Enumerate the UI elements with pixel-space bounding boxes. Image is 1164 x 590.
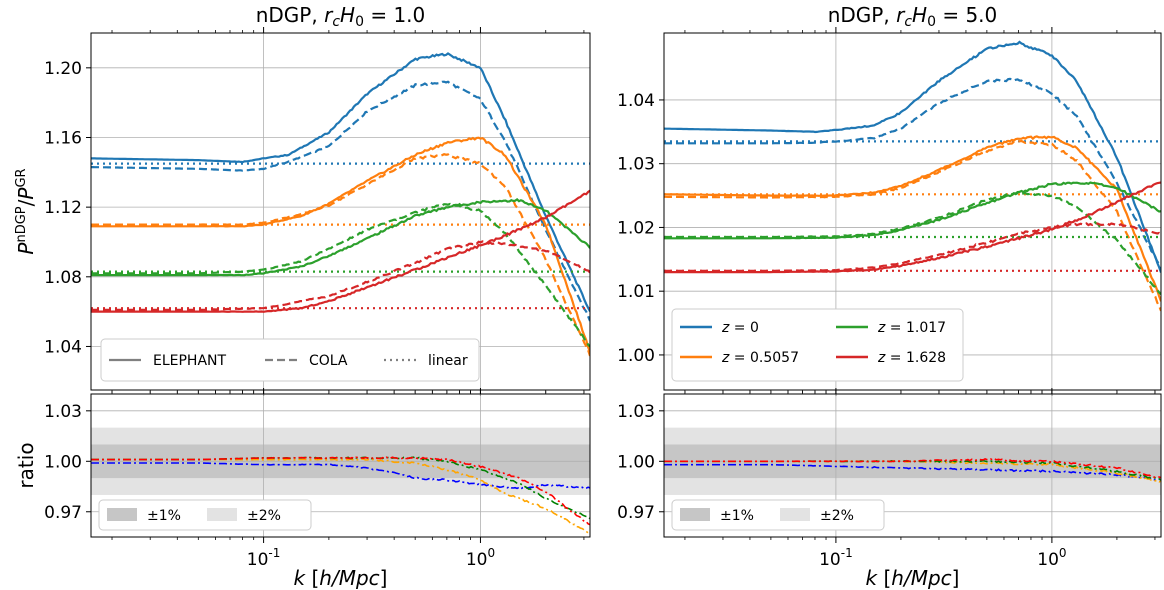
legend-swatch	[680, 508, 710, 521]
axes-frame	[663, 393, 1162, 538]
series-line	[664, 181, 1161, 240]
legend-label: ELEPHANT	[153, 353, 227, 369]
axes-frame	[663, 32, 1162, 391]
y-tick-label: 1.00	[44, 452, 82, 472]
series-group	[91, 52, 590, 357]
legend: z = 0 z = 0.5057 z = 1.017 z = 1.628	[671, 308, 964, 382]
legend-swatch	[780, 508, 810, 521]
y-tick-label: 1.03	[44, 402, 82, 422]
y-tick-label: 1.00	[617, 452, 655, 472]
x-tick-label: 100	[466, 546, 495, 570]
y-tick-label: 1.08	[44, 268, 82, 288]
y-tick-label: 1.04	[617, 91, 655, 111]
y-tick-label: 1.02	[617, 218, 655, 238]
legend-swatch	[207, 508, 237, 521]
legend-label: linear	[428, 353, 468, 369]
legend-label: COLA	[309, 353, 348, 369]
y-tick-label: 1.16	[44, 128, 82, 148]
legend-label: z = 0.5057	[721, 350, 799, 366]
x-tick-label: 10-1	[819, 546, 853, 570]
legend-label: ±1%	[720, 508, 754, 524]
series-line	[664, 191, 1161, 296]
y-tick-label: 1.00	[617, 346, 655, 366]
series-line	[91, 240, 590, 311]
panel-bottom-left: 0.97 1.00 1.03 10-1 100 k [h/Mpc] ratio ±1% ±2%	[14, 388, 591, 590]
y-tick-label: 1.01	[617, 282, 655, 302]
legend-label: ±2%	[247, 508, 281, 524]
series-group	[91, 456, 590, 535]
series-line	[664, 40, 1161, 273]
panel-title: nDGP, rcH0 = 1.0	[256, 3, 426, 30]
series-line	[664, 135, 1161, 302]
y-tick-label: 1.03	[617, 155, 655, 175]
series-line	[664, 181, 1161, 274]
legend-label: z = 0	[721, 320, 759, 336]
legend-box	[671, 308, 964, 382]
legend-label: z = 1.628	[877, 350, 946, 366]
series-line	[91, 202, 590, 348]
y-tick-label: 1.04	[44, 337, 82, 357]
series-line	[664, 139, 1161, 312]
legend-label: z = 1.017	[877, 320, 946, 336]
x-axis-label: k [h/Mpc]	[866, 566, 960, 590]
legend-swatch	[107, 508, 137, 521]
series-group	[664, 458, 1161, 483]
legend: ELEPHANT COLA linear	[100, 338, 480, 382]
legend-label: ±1%	[147, 508, 181, 524]
series-line	[664, 458, 1161, 479]
series-group	[664, 40, 1161, 312]
series-line	[91, 136, 590, 353]
y-tick-label: 0.97	[617, 503, 655, 523]
panel-top-left: 1.04 1.08 1.12 1.16 1.20 nDGP, rcH0 = 1.0 PnDG…	[14, 3, 591, 396]
x-tick-label: 10-1	[247, 546, 281, 570]
x-axis-label: k [h/Mpc]	[294, 566, 388, 590]
y-tick-label: 1.20	[44, 59, 82, 79]
legend: ±1% ±2%	[98, 499, 312, 531]
axes-frame	[90, 32, 591, 391]
y-tick-label: 1.03	[617, 402, 655, 422]
series-line	[91, 462, 590, 490]
legend-box	[671, 499, 885, 531]
legend: ±1% ±2%	[671, 499, 885, 531]
series-line	[664, 77, 1161, 270]
y-tick-label: 0.97	[44, 503, 82, 523]
panel-bottom-right: 0.97 1.00 1.03 10-1 100 k [h/Mpc] ±1% ±2%	[617, 388, 1162, 590]
series-line	[91, 52, 590, 312]
series-line	[91, 456, 590, 526]
legend-label: ±2%	[820, 508, 854, 524]
series-line	[664, 463, 1161, 481]
series-line	[91, 189, 590, 313]
series-line	[91, 80, 590, 322]
series-line	[91, 197, 590, 277]
y-axis-label: PnDGP/PGR	[14, 168, 38, 254]
series-line	[91, 153, 590, 357]
panel-title: nDGP, rcH0 = 5.0	[828, 3, 998, 30]
axes-frame	[90, 393, 591, 538]
panel-top-right: 1.00 1.01 1.02 1.03 1.04 nDGP, rcH0 = 5.0 z = …	[617, 3, 1162, 396]
y-tick-label: 1.12	[44, 198, 82, 218]
y-axis-label: ratio	[14, 442, 38, 488]
x-tick-label: 100	[1037, 546, 1066, 570]
legend-box	[98, 499, 312, 531]
series-line	[664, 222, 1161, 272]
